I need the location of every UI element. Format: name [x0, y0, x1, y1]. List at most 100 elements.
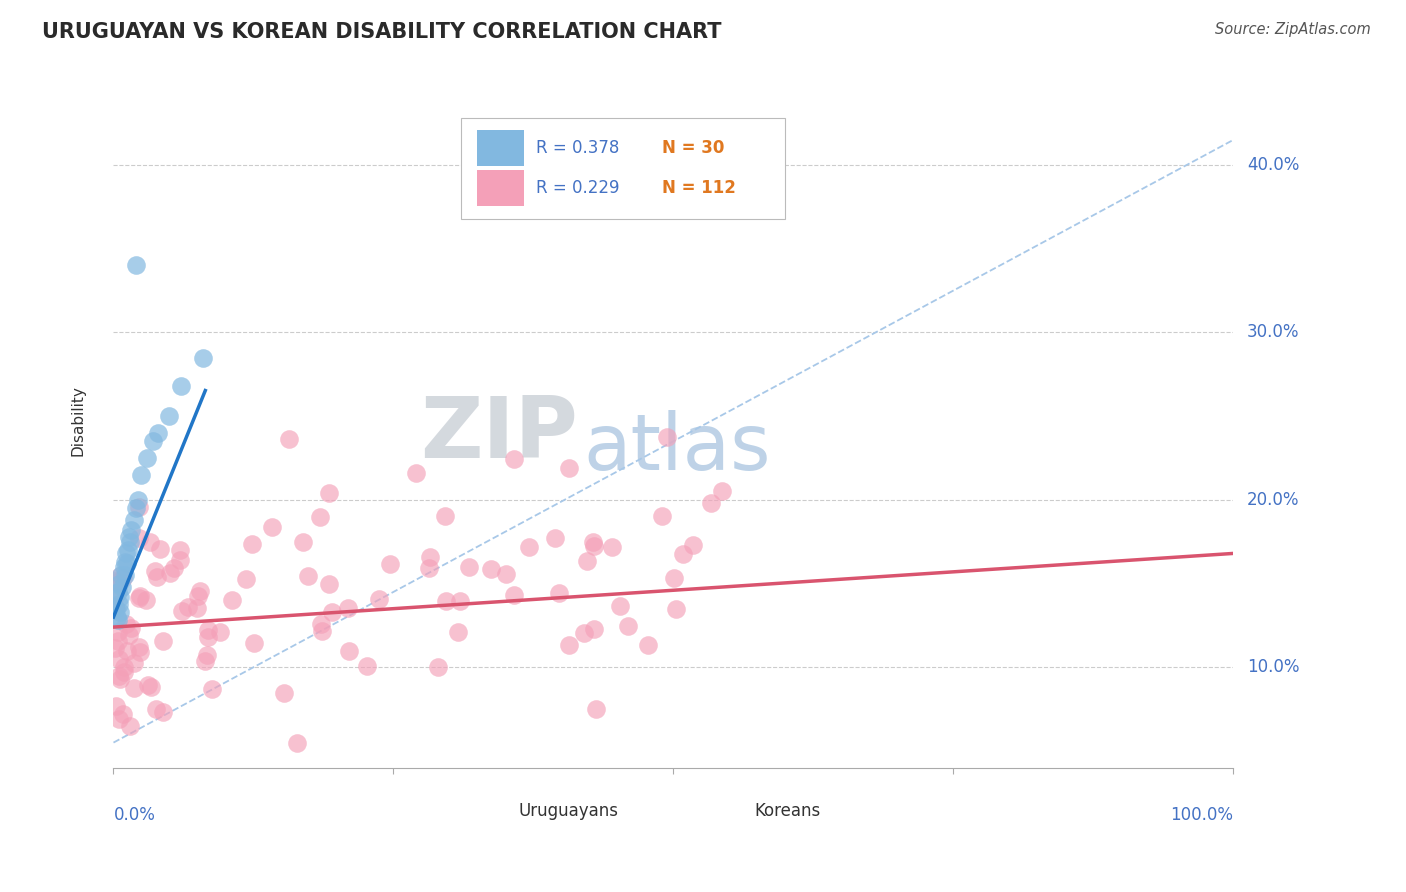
Point — [159, 409, 181, 424]
Point — [318, 577, 340, 591]
Point — [104, 600, 127, 615]
Point — [434, 594, 457, 608]
Point — [197, 630, 219, 644]
Point — [221, 593, 243, 607]
Point — [544, 532, 567, 546]
Point — [558, 461, 581, 475]
Point — [548, 586, 571, 600]
Point — [115, 644, 138, 658]
FancyBboxPatch shape — [704, 797, 745, 825]
Point — [112, 571, 135, 585]
Point — [111, 580, 134, 594]
Point — [114, 555, 136, 569]
Point — [149, 541, 172, 556]
FancyBboxPatch shape — [470, 797, 510, 825]
Point — [273, 686, 295, 700]
Point — [107, 574, 129, 589]
Text: Koreans: Koreans — [754, 802, 820, 820]
Point — [194, 654, 217, 668]
Point — [243, 636, 266, 650]
Point — [107, 624, 129, 639]
Point — [107, 651, 129, 665]
Point — [616, 619, 638, 633]
Point — [426, 660, 449, 674]
Text: 10.0%: 10.0% — [1247, 658, 1299, 676]
Point — [177, 599, 200, 614]
Point — [104, 601, 127, 615]
Point — [120, 523, 142, 537]
Point — [278, 432, 301, 446]
Point — [664, 602, 686, 616]
Text: ZIP: ZIP — [420, 392, 578, 475]
Point — [162, 560, 184, 574]
Point — [479, 562, 502, 576]
Point — [188, 584, 211, 599]
Point — [120, 622, 142, 636]
Point — [118, 530, 141, 544]
Point — [104, 574, 127, 588]
Point — [574, 625, 596, 640]
Point — [108, 669, 131, 683]
Point — [583, 540, 606, 554]
Point — [297, 569, 319, 583]
Point — [108, 712, 131, 726]
Point — [108, 576, 131, 591]
Point — [125, 501, 148, 516]
Text: Source: ZipAtlas.com: Source: ZipAtlas.com — [1215, 22, 1371, 37]
Point — [112, 707, 135, 722]
Text: atlas: atlas — [583, 410, 772, 486]
Point — [557, 638, 579, 652]
FancyBboxPatch shape — [478, 169, 524, 206]
Text: 0.0%: 0.0% — [114, 805, 155, 824]
Point — [104, 641, 127, 656]
Text: 30.0%: 30.0% — [1247, 324, 1299, 342]
Point — [108, 569, 131, 583]
Point — [152, 706, 174, 720]
Point — [291, 534, 314, 549]
Point — [122, 656, 145, 670]
Point — [260, 520, 283, 534]
Point — [127, 492, 149, 507]
Point — [700, 496, 723, 510]
Text: 40.0%: 40.0% — [1247, 156, 1299, 174]
Point — [117, 543, 139, 558]
Point — [128, 532, 150, 546]
Point — [285, 736, 308, 750]
Point — [208, 625, 231, 640]
Point — [195, 648, 218, 662]
Point — [311, 624, 333, 638]
Point — [337, 643, 360, 657]
Point — [108, 597, 131, 611]
Point — [336, 600, 359, 615]
Point — [682, 538, 704, 552]
Point — [143, 564, 166, 578]
Point — [309, 509, 332, 524]
Point — [107, 634, 129, 648]
Text: N = 30: N = 30 — [662, 139, 724, 157]
Point — [142, 434, 165, 449]
Point — [169, 553, 191, 567]
Point — [112, 660, 135, 674]
Point — [458, 559, 481, 574]
Point — [136, 450, 159, 465]
Text: 100.0%: 100.0% — [1170, 805, 1233, 824]
Point — [107, 614, 129, 628]
Point — [433, 508, 456, 523]
Point — [356, 659, 378, 673]
Point — [186, 600, 208, 615]
Point — [419, 549, 441, 564]
Point — [240, 537, 263, 551]
FancyBboxPatch shape — [461, 118, 786, 219]
Point — [609, 599, 631, 613]
Point — [447, 624, 470, 639]
Point — [235, 572, 257, 586]
Point — [169, 379, 191, 393]
FancyBboxPatch shape — [478, 130, 524, 166]
Point — [710, 483, 733, 498]
Point — [405, 466, 427, 480]
Point — [378, 558, 401, 572]
Point — [495, 567, 517, 582]
Point — [131, 467, 153, 482]
Point — [118, 719, 141, 733]
Point — [191, 351, 214, 365]
